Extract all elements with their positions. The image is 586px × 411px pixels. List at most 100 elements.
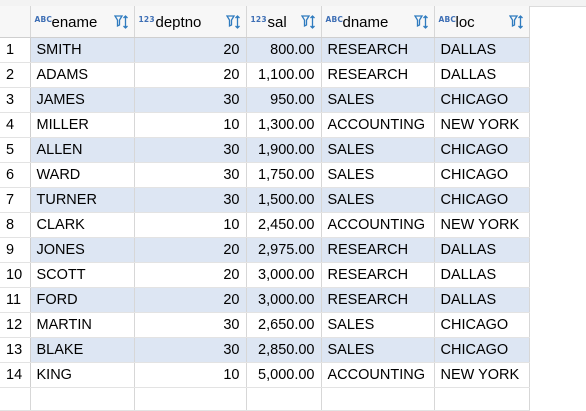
table-row[interactable]: 2 ADAMS 20 1,100.00 RESEARCH DALLAS (0, 62, 530, 88)
cell-dname[interactable]: RESEARCH (321, 262, 435, 288)
cell-dname[interactable]: ACCOUNTING (321, 362, 435, 388)
cell-loc[interactable]: CHICAGO (434, 137, 530, 163)
cell-loc[interactable]: NEW YORK (434, 212, 530, 238)
filter-sort-icon[interactable] (113, 14, 130, 30)
column-header-dname[interactable]: ABC dname (321, 6, 435, 38)
row-number[interactable]: 14 (0, 362, 31, 388)
filter-sort-icon[interactable] (225, 14, 242, 30)
cell-dname[interactable]: RESEARCH (321, 287, 435, 313)
cell-deptno[interactable]: 20 (134, 37, 247, 63)
row-number[interactable]: 6 (0, 162, 31, 188)
row-number[interactable]: 9 (0, 237, 31, 263)
cell-loc[interactable]: CHICAGO (434, 337, 530, 363)
cell-sal[interactable]: 1,500.00 (246, 187, 322, 213)
cell-loc[interactable]: CHICAGO (434, 162, 530, 188)
cell-sal[interactable]: 1,900.00 (246, 137, 322, 163)
table-row[interactable]: 8 CLARK 10 2,450.00 ACCOUNTING NEW YORK (0, 212, 530, 238)
cell-loc[interactable]: CHICAGO (434, 187, 530, 213)
cell-sal[interactable]: 1,100.00 (246, 62, 322, 88)
cell-sal[interactable]: 2,850.00 (246, 337, 322, 363)
cell-ename[interactable]: TURNER (30, 187, 135, 213)
column-header-ename[interactable]: ABC ename (30, 6, 135, 38)
cell-sal[interactable]: 1,750.00 (246, 162, 322, 188)
table-row[interactable]: 12 MARTIN 30 2,650.00 SALES CHICAGO (0, 312, 530, 338)
table-row[interactable]: 14 KING 10 5,000.00 ACCOUNTING NEW YORK (0, 362, 530, 388)
cell-dname[interactable]: SALES (321, 137, 435, 163)
cell-deptno[interactable]: 10 (134, 212, 247, 238)
cell-deptno[interactable]: 30 (134, 187, 247, 213)
table-row[interactable]: 11 FORD 20 3,000.00 RESEARCH DALLAS (0, 287, 530, 313)
table-row[interactable]: 9 JONES 20 2,975.00 RESEARCH DALLAS (0, 237, 530, 263)
row-number[interactable]: 11 (0, 287, 31, 313)
cell-ename[interactable]: SCOTT (30, 262, 135, 288)
cell-dname[interactable]: ACCOUNTING (321, 112, 435, 138)
cell-deptno[interactable]: 20 (134, 62, 247, 88)
cell-sal[interactable]: 1,300.00 (246, 112, 322, 138)
cell-dname[interactable]: SALES (321, 337, 435, 363)
row-number[interactable]: 3 (0, 87, 31, 113)
cell-loc[interactable]: DALLAS (434, 237, 530, 263)
cell-dname[interactable]: SALES (321, 87, 435, 113)
table-row[interactable]: 7 TURNER 30 1,500.00 SALES CHICAGO (0, 187, 530, 213)
cell-ename[interactable]: WARD (30, 162, 135, 188)
row-number[interactable]: 10 (0, 262, 31, 288)
row-number[interactable]: 5 (0, 137, 31, 163)
cell-loc[interactable]: CHICAGO (434, 87, 530, 113)
cell-deptno[interactable]: 30 (134, 312, 247, 338)
column-header-sal[interactable]: 123 sal (246, 6, 322, 38)
cell-deptno[interactable]: 20 (134, 237, 247, 263)
cell-sal[interactable]: 2,450.00 (246, 212, 322, 238)
table-row[interactable]: 3 JAMES 30 950.00 SALES CHICAGO (0, 87, 530, 113)
row-number[interactable]: 7 (0, 187, 31, 213)
cell-dname[interactable]: ACCOUNTING (321, 212, 435, 238)
cell-sal[interactable]: 2,975.00 (246, 237, 322, 263)
table-row[interactable]: 13 BLAKE 30 2,850.00 SALES CHICAGO (0, 337, 530, 363)
cell-dname[interactable]: SALES (321, 312, 435, 338)
cell-dname[interactable]: SALES (321, 187, 435, 213)
cell-deptno[interactable]: 30 (134, 162, 247, 188)
table-row[interactable]: 4 MILLER 10 1,300.00 ACCOUNTING NEW YORK (0, 112, 530, 138)
cell-ename[interactable]: JONES (30, 237, 135, 263)
filter-sort-icon[interactable] (508, 14, 525, 30)
cell-sal[interactable]: 950.00 (246, 87, 322, 113)
row-number[interactable]: 1 (0, 37, 31, 63)
cell-dname[interactable]: RESEARCH (321, 62, 435, 88)
cell-sal[interactable]: 3,000.00 (246, 262, 322, 288)
cell-loc[interactable]: NEW YORK (434, 112, 530, 138)
cell-deptno[interactable]: 30 (134, 137, 247, 163)
cell-sal[interactable]: 800.00 (246, 37, 322, 63)
cell-deptno[interactable]: 30 (134, 87, 247, 113)
column-header-loc[interactable]: ABC loc (434, 6, 530, 38)
cell-ename[interactable]: ADAMS (30, 62, 135, 88)
cell-loc[interactable]: CHICAGO (434, 312, 530, 338)
table-row[interactable]: 1 SMITH 20 800.00 RESEARCH DALLAS (0, 37, 530, 63)
cell-ename[interactable]: CLARK (30, 212, 135, 238)
filter-sort-icon[interactable] (300, 14, 317, 30)
row-number[interactable]: 4 (0, 112, 31, 138)
row-number[interactable]: 13 (0, 337, 31, 363)
table-row[interactable]: 6 WARD 30 1,750.00 SALES CHICAGO (0, 162, 530, 188)
cell-ename[interactable]: KING (30, 362, 135, 388)
row-number[interactable]: 8 (0, 212, 31, 238)
cell-ename[interactable]: BLAKE (30, 337, 135, 363)
row-number[interactable]: 2 (0, 62, 31, 88)
cell-ename[interactable]: SMITH (30, 37, 135, 63)
cell-loc[interactable]: NEW YORK (434, 362, 530, 388)
table-row[interactable]: 10 SCOTT 20 3,000.00 RESEARCH DALLAS (0, 262, 530, 288)
filter-sort-icon[interactable] (413, 14, 430, 30)
cell-deptno[interactable]: 20 (134, 262, 247, 288)
cell-loc[interactable]: DALLAS (434, 37, 530, 63)
cell-sal[interactable]: 3,000.00 (246, 287, 322, 313)
corner-cell[interactable] (0, 6, 31, 38)
cell-loc[interactable]: DALLAS (434, 287, 530, 313)
table-row[interactable]: 5 ALLEN 30 1,900.00 SALES CHICAGO (0, 137, 530, 163)
cell-ename[interactable]: JAMES (30, 87, 135, 113)
cell-dname[interactable]: SALES (321, 162, 435, 188)
cell-ename[interactable]: FORD (30, 287, 135, 313)
cell-deptno[interactable]: 20 (134, 287, 247, 313)
cell-loc[interactable]: DALLAS (434, 62, 530, 88)
cell-sal[interactable]: 2,650.00 (246, 312, 322, 338)
cell-dname[interactable]: RESEARCH (321, 37, 435, 63)
cell-deptno[interactable]: 10 (134, 112, 247, 138)
column-header-deptno[interactable]: 123 deptno (134, 6, 247, 38)
